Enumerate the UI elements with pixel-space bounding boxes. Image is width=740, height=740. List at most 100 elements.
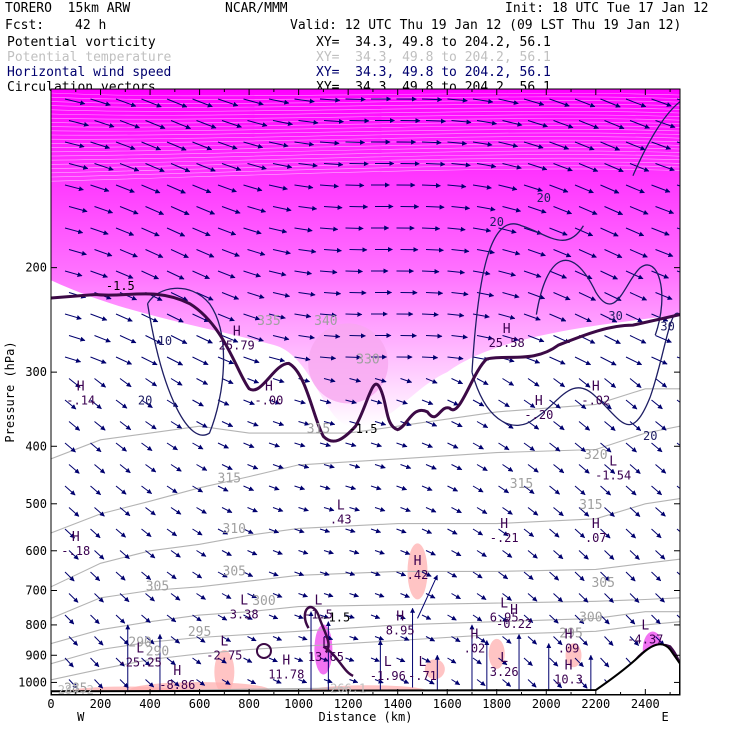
wind-vector: [447, 355, 464, 361]
wind-vector: [604, 206, 624, 215]
wind-vector: [655, 378, 667, 388]
wind-vector: [600, 356, 617, 366]
wind-vector: [294, 227, 313, 233]
extremum-value: 10.3: [554, 673, 583, 687]
wind-vector: [268, 227, 288, 234]
wind-vector: [574, 657, 584, 668]
wind-vector: [451, 464, 463, 471]
wind-vector: [523, 313, 541, 321]
wind-vector: [421, 269, 440, 275]
wind-vector: [421, 312, 439, 318]
wind-vector: [323, 506, 335, 512]
wind-vector: [247, 120, 268, 128]
wind-vector: [115, 399, 128, 409]
wind-vector: [166, 399, 179, 408]
theta-label: 315: [579, 498, 602, 513]
extremum-value: -1.5: [304, 607, 333, 621]
wind-vector: [396, 571, 407, 577]
wind-vector: [447, 97, 468, 103]
wind-vector: [141, 442, 153, 452]
wind-vector: [574, 141, 595, 151]
wind-vector: [94, 679, 104, 689]
legend-xy-theta: XY= 34.3, 49.8 to 204.2, 56.1: [316, 50, 551, 65]
wind-vector: [272, 507, 284, 512]
pv-contour-low: [303, 606, 330, 654]
wind-vector: [604, 335, 621, 344]
wind-vector: [247, 335, 264, 342]
wind-vector: [141, 227, 160, 237]
wind-vector: [553, 292, 571, 301]
wind-vector: [166, 571, 177, 580]
wind-vector: [549, 184, 569, 193]
wind-vector: [192, 442, 204, 450]
wind-vector: [170, 464, 182, 472]
wind-vector: [221, 120, 242, 129]
wind-vector: [268, 184, 288, 191]
wind-vector: [553, 464, 565, 474]
wind-vector: [451, 378, 464, 385]
wind-vector: [502, 679, 512, 687]
legend-label-theta: Potential temperature: [7, 50, 172, 65]
wind-vector: [217, 98, 239, 107]
wind-vector: [651, 485, 662, 496]
wind-vector: [472, 313, 490, 319]
extremum-marker: H: [414, 554, 422, 569]
wind-vector: [115, 571, 126, 581]
wind-vector: [600, 98, 621, 108]
y-tick-label: 400: [25, 439, 47, 453]
wind-vector: [681, 293, 698, 299]
wind-vector: [655, 292, 673, 300]
extremum-value: -.00: [254, 393, 283, 407]
wind-vector: [119, 163, 140, 172]
wind-vector: [651, 141, 672, 150]
extremum-marker: L: [500, 597, 508, 612]
wind-vector: [247, 206, 267, 213]
wind-vector: [681, 465, 691, 473]
wind-vector: [68, 679, 78, 689]
extremum-value: -.18: [61, 544, 90, 558]
wind-vector: [604, 636, 614, 646]
wind-vector: [498, 270, 516, 277]
wind-contour-label: 30: [660, 319, 674, 333]
wind-vector: [396, 399, 408, 405]
updraft-vector: [417, 574, 438, 619]
wind-vector: [94, 636, 104, 646]
wind-vector: [370, 528, 382, 534]
extremum-marker: H: [173, 664, 181, 679]
wind-vector: [141, 270, 159, 280]
wind-vector: [374, 635, 385, 641]
wind-vector: [651, 270, 669, 279]
wind-vector: [476, 636, 487, 644]
y-tick-label: 500: [25, 497, 47, 511]
extremum-marker: H: [72, 530, 80, 545]
theta-contour-upper: [51, 121, 680, 128]
wind-vector: [268, 528, 280, 534]
wind-vector: [651, 184, 671, 193]
wind-vector: [170, 593, 181, 601]
wind-vector: [578, 378, 591, 388]
wind-vector: [498, 657, 508, 666]
wind-vector: [119, 249, 138, 258]
wind-vector: [549, 98, 570, 107]
legend-xy-wind: XY= 34.3, 49.8 to 204.2, 56.1: [316, 65, 551, 80]
wind-vector: [425, 204, 445, 210]
wind-vector: [345, 657, 355, 662]
wind-vector: [196, 120, 217, 129]
wind-vector: [498, 98, 519, 105]
wind-vector: [221, 335, 239, 343]
extremum-marker: H: [500, 517, 508, 532]
wind-vector: [629, 636, 639, 646]
wind-vector: [115, 485, 127, 495]
wind-vector: [425, 161, 446, 167]
wind-vector: [247, 292, 265, 299]
wind-vector: [425, 247, 444, 253]
wind-vector: [243, 571, 254, 577]
wind-vector: [141, 614, 151, 623]
wind-vector: [600, 528, 611, 539]
wind-vector: [578, 636, 588, 646]
legend-label-wind: Horizontal wind speed: [7, 65, 172, 80]
wind-vector: [400, 636, 410, 641]
valid-time: Valid: 12 UTC Thu 19 Jan 12 (09 LST Thu …: [290, 18, 682, 33]
wind-vector: [425, 421, 438, 427]
wind-vector: [472, 485, 484, 493]
